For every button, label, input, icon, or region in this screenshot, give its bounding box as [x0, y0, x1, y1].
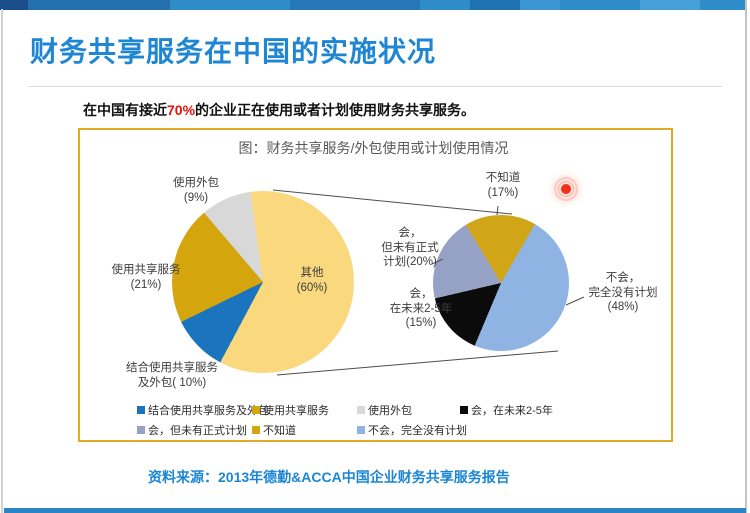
primary-pie — [172, 191, 354, 373]
legend-item-no-plan-at-all: 不会，完全没有计划 — [357, 422, 467, 438]
slide-top-accent-bar — [0, 0, 746, 10]
key-finding-text: 在中国有接近70%的企业正在使用或者计划使用财务共享服务。 — [83, 100, 475, 120]
title-divider — [28, 86, 722, 87]
legend-item-yes-2-5-years: 会，在未来2-5年 — [460, 402, 553, 418]
legend-swatch-no-plan-at-all — [357, 426, 365, 434]
legend-swatch-combined-use — [137, 406, 145, 414]
legend-label: 会，在未来2-5年 — [471, 405, 553, 417]
label-no-plan-at-all: 不会， 完全没有计划 (48%) — [588, 272, 658, 313]
label-combined-use: 结合使用共享服务 及外包( 10%) — [126, 362, 218, 389]
legend-swatch-dont-know — [252, 426, 260, 434]
legend-label: 不会，完全没有计划 — [368, 425, 467, 437]
legend-item-combined-use: 结合使用共享服务及外包 — [137, 402, 269, 418]
legend-item-use-outsourcing: 使用外包 — [357, 402, 412, 418]
slide-right-edge — [745, 0, 747, 513]
label-use-shared-services: 使用共享服务 (21%) — [111, 264, 181, 291]
label-yes-2-5-years: 会， 在未来2-5年 (15%) — [389, 288, 453, 329]
label-use-outsourcing: 使用外包 (9%) — [173, 177, 219, 204]
legend-item-dont-know: 不知道 — [252, 422, 296, 438]
legend-swatch-yes-2-5-years — [460, 406, 468, 414]
legend-label: 使用共享服务 — [263, 405, 329, 417]
secondary-pie — [433, 215, 569, 351]
slide-bottom-accent-bar — [4, 508, 746, 513]
legend-label: 使用外包 — [368, 405, 412, 417]
legend-label: 结合使用共享服务及外包 — [148, 405, 269, 417]
label-other: 其他 (60%) — [296, 267, 328, 294]
source-citation: 资料来源：2013年德勤&ACCA中国企业财务共享服务报告 — [148, 469, 510, 485]
page-title: 财务共享服务在中国的实施状况 — [30, 36, 437, 67]
subtitle-highlight-70pct: 70% — [167, 102, 196, 118]
legend-label: 不知道 — [263, 425, 296, 437]
label-yes-no-formal-plan: 会， 但未有正式 计划(20%) — [381, 227, 439, 268]
laser-pointer-dot — [561, 184, 571, 194]
legend-swatch-yes-no-formal-plan — [137, 426, 145, 434]
legend-swatch-use-shared-services — [252, 406, 260, 414]
slide-left-edge — [1, 9, 3, 513]
label-dont-know: 不知道 (17%) — [485, 172, 521, 199]
subtitle-prefix: 在中国有接近 — [83, 102, 167, 118]
subtitle-suffix: 的企业正在使用或者计划使用财务共享服务。 — [195, 102, 476, 118]
legend-swatch-use-outsourcing — [357, 406, 365, 414]
legend-item-yes-no-formal-plan: 会，但未有正式计划 — [137, 422, 247, 438]
legend-item-use-shared-services: 使用共享服务 — [252, 402, 329, 418]
legend-label: 会，但未有正式计划 — [148, 425, 247, 437]
chart-title: 图：财务共享服务/外包使用或计划使用情况 — [238, 140, 509, 156]
